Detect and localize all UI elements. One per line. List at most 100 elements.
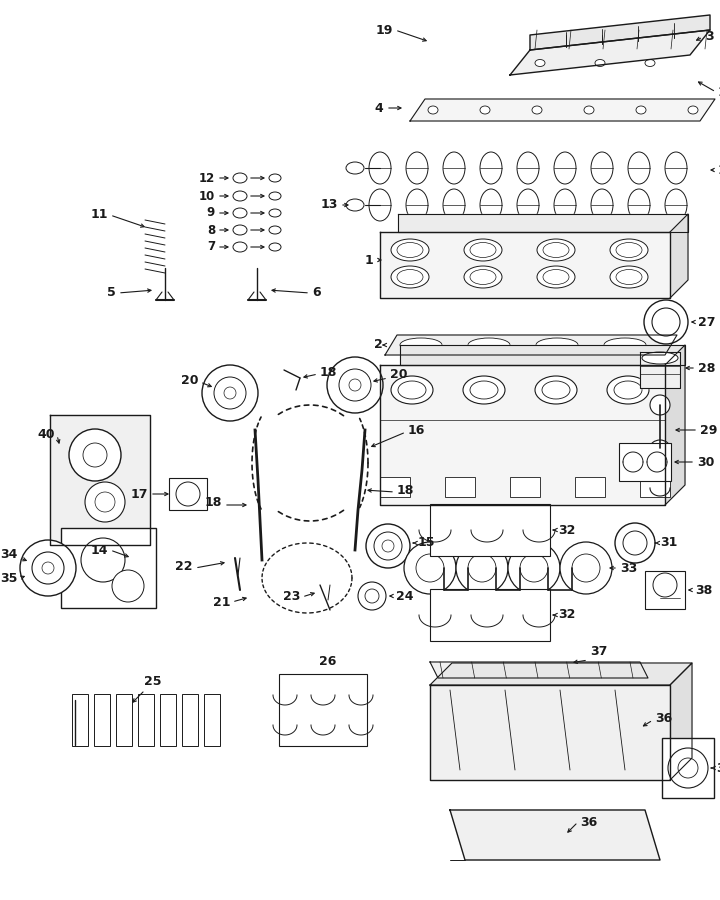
Circle shape	[652, 308, 680, 336]
Bar	[619, 443, 671, 481]
Text: 2: 2	[374, 338, 383, 352]
Polygon shape	[380, 365, 665, 505]
Ellipse shape	[610, 266, 648, 288]
Ellipse shape	[480, 152, 502, 184]
Polygon shape	[430, 663, 692, 685]
Ellipse shape	[391, 239, 429, 261]
Text: 40: 40	[37, 428, 55, 442]
Bar	[662, 738, 714, 798]
Ellipse shape	[369, 152, 391, 184]
Ellipse shape	[468, 338, 510, 352]
Text: 5: 5	[107, 286, 116, 300]
Text: 10: 10	[199, 190, 215, 203]
Ellipse shape	[604, 338, 646, 352]
Bar	[640, 477, 670, 497]
Polygon shape	[430, 685, 670, 780]
Polygon shape	[385, 335, 677, 355]
Circle shape	[365, 589, 379, 603]
Bar	[645, 571, 685, 609]
Circle shape	[202, 365, 258, 421]
Ellipse shape	[480, 189, 502, 221]
Text: 15: 15	[418, 536, 436, 550]
Ellipse shape	[628, 152, 650, 184]
Circle shape	[95, 492, 115, 512]
Text: 22: 22	[176, 560, 193, 572]
Text: 13: 13	[718, 164, 720, 176]
Circle shape	[560, 542, 612, 594]
Circle shape	[85, 482, 125, 522]
Ellipse shape	[543, 269, 569, 284]
Ellipse shape	[614, 381, 642, 399]
Text: 18: 18	[204, 497, 222, 509]
Ellipse shape	[591, 189, 613, 221]
Ellipse shape	[233, 225, 247, 235]
Ellipse shape	[269, 209, 281, 217]
Bar	[430, 589, 550, 641]
Ellipse shape	[463, 376, 505, 404]
Circle shape	[176, 482, 200, 506]
Ellipse shape	[628, 189, 650, 221]
Ellipse shape	[269, 243, 281, 251]
Ellipse shape	[554, 152, 576, 184]
Text: 29: 29	[700, 424, 717, 436]
Ellipse shape	[554, 189, 576, 221]
Text: 36: 36	[655, 712, 672, 724]
Ellipse shape	[610, 239, 648, 261]
Circle shape	[650, 395, 670, 415]
Bar	[445, 477, 475, 497]
Circle shape	[404, 542, 456, 594]
Text: 18: 18	[320, 365, 338, 379]
Ellipse shape	[688, 106, 698, 114]
Ellipse shape	[616, 242, 642, 257]
Ellipse shape	[346, 162, 364, 174]
Text: 19: 19	[718, 86, 720, 98]
Polygon shape	[670, 663, 692, 780]
Text: 3: 3	[705, 31, 714, 43]
Ellipse shape	[269, 226, 281, 234]
Ellipse shape	[665, 152, 687, 184]
Circle shape	[456, 542, 508, 594]
Ellipse shape	[536, 338, 578, 352]
Circle shape	[644, 300, 688, 344]
Text: 11: 11	[91, 209, 108, 221]
Circle shape	[374, 532, 402, 560]
Bar	[204, 694, 220, 746]
Ellipse shape	[595, 59, 605, 67]
Ellipse shape	[470, 242, 496, 257]
Text: 26: 26	[319, 655, 337, 668]
Ellipse shape	[233, 208, 247, 218]
Text: 7: 7	[207, 240, 215, 254]
Circle shape	[468, 554, 496, 582]
Ellipse shape	[645, 59, 655, 67]
Text: 39: 39	[716, 761, 720, 775]
Circle shape	[668, 748, 708, 788]
Ellipse shape	[650, 440, 670, 456]
Polygon shape	[450, 810, 660, 860]
Text: 33: 33	[620, 562, 637, 574]
Bar	[279, 674, 367, 746]
Bar	[94, 694, 110, 746]
Text: 36: 36	[580, 815, 598, 829]
Text: 12: 12	[199, 172, 215, 184]
Ellipse shape	[584, 106, 594, 114]
Ellipse shape	[397, 242, 423, 257]
Circle shape	[623, 531, 647, 555]
Ellipse shape	[428, 106, 438, 114]
Ellipse shape	[517, 152, 539, 184]
Ellipse shape	[233, 173, 247, 183]
Circle shape	[224, 387, 236, 399]
Circle shape	[327, 357, 383, 413]
Circle shape	[366, 524, 410, 568]
Bar	[138, 694, 154, 746]
Text: 35: 35	[1, 572, 18, 584]
Ellipse shape	[269, 192, 281, 200]
Ellipse shape	[464, 239, 502, 261]
Circle shape	[615, 523, 655, 563]
Circle shape	[382, 540, 394, 552]
Polygon shape	[665, 345, 685, 505]
Ellipse shape	[464, 266, 502, 288]
Bar	[169, 478, 207, 510]
Bar	[380, 477, 410, 497]
Circle shape	[83, 443, 107, 467]
Text: 14: 14	[91, 544, 108, 556]
